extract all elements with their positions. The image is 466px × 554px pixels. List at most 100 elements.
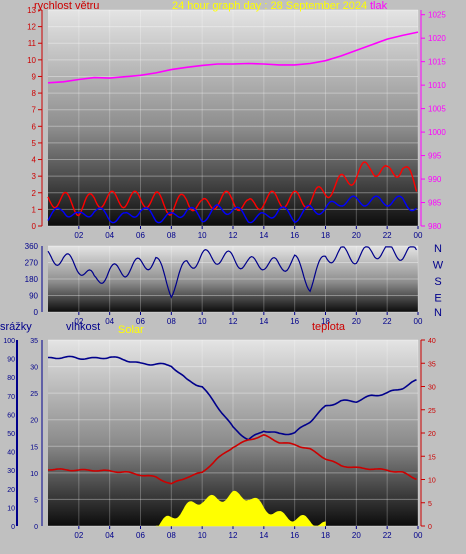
pressure-tick-label: 1005 — [428, 105, 446, 114]
temperature-tick-label: 40 — [428, 338, 436, 345]
rain-tick-label: 50 — [7, 431, 15, 438]
rain-tick-label: 80 — [7, 375, 15, 382]
direction-tick-label: 360 — [25, 242, 39, 251]
direction-xtick-label: 08 — [167, 317, 176, 326]
hum-xtick-label: 22 — [383, 531, 392, 540]
hum-xtick-label: 00 — [414, 531, 423, 540]
wind-xtick-label: 14 — [259, 231, 268, 240]
wind-speed-tick-label: 11 — [28, 39, 37, 48]
direction-xtick-label: 18 — [321, 317, 330, 326]
wind-xtick-label: 12 — [229, 231, 238, 240]
direction-tick-label: 90 — [29, 292, 38, 301]
solar-area — [155, 490, 326, 527]
hum-xtick-label: 02 — [74, 531, 83, 540]
rain-tick-label: 10 — [7, 505, 15, 512]
pressure-tick-label: 1025 — [428, 11, 446, 20]
direction-xtick-label: 10 — [198, 317, 207, 326]
wind-gust-line — [47, 161, 418, 217]
direction-tick-label: 180 — [25, 275, 39, 284]
wind-speed-tick-label: 10 — [27, 56, 36, 65]
temperature-axis-title: teplota — [312, 321, 346, 333]
wind-direction-line — [47, 246, 418, 299]
hum-xtick-label: 12 — [229, 531, 238, 540]
rain-tick-label: 0 — [11, 524, 15, 531]
plot-area — [48, 10, 418, 226]
wind-speed-tick-label: 5 — [32, 139, 37, 148]
humidity-tick-label: 20 — [30, 418, 38, 425]
rain-tick-label: 60 — [7, 412, 15, 419]
direction-tick-label: 0 — [34, 308, 39, 317]
hum-xtick-label: 16 — [290, 531, 299, 540]
wind-xtick-label: 08 — [167, 231, 176, 240]
humidity-tick-label: 30 — [30, 365, 38, 372]
rain-tick-label: 100 — [3, 338, 15, 345]
wind-speed-tick-label: 3 — [32, 172, 37, 181]
wind-xtick-label: 00 — [414, 231, 423, 240]
direction-xtick-label: 12 — [229, 317, 238, 326]
rain-axis-title: srážky — [0, 321, 32, 333]
wind-speed-line — [47, 195, 417, 224]
compass-label: S — [434, 276, 441, 288]
wind-xtick-label: 18 — [321, 231, 330, 240]
wind-speed-tick-label: 7 — [32, 106, 37, 115]
wind-speed-tick-label: 9 — [32, 72, 37, 81]
wind-xtick-label: 04 — [105, 231, 114, 240]
pressure-axis-title: tlak — [370, 0, 388, 12]
hum-xtick-label: 18 — [321, 531, 330, 540]
humidity-tick-label: 10 — [30, 471, 38, 478]
wind-speed-tick-label: 1 — [32, 205, 37, 214]
wind-speed-tick-label: 8 — [32, 89, 37, 98]
pressure-tick-label: 990 — [428, 175, 442, 184]
temperature-tick-label: 25 — [428, 408, 436, 415]
wind-speed-tick-label: 13 — [27, 6, 36, 15]
temperature-tick-label: 15 — [428, 454, 436, 461]
solar-axis-title: Solar — [118, 324, 144, 336]
hum-xtick-label: 04 — [105, 531, 114, 540]
humidity-temperature-panel: 0102030405060708090100051015202530350510… — [3, 338, 436, 540]
wind-xtick-label: 16 — [290, 231, 299, 240]
compass-label: N — [434, 243, 442, 255]
temperature-tick-label: 20 — [428, 431, 436, 438]
pressure-tick-label: 985 — [428, 199, 442, 208]
humidity-tick-label: 25 — [30, 391, 38, 398]
pressure-tick-label: 1010 — [428, 81, 446, 90]
temperature-tick-label: 30 — [428, 385, 436, 392]
pressure-line — [47, 31, 419, 84]
pressure-tick-label: 1015 — [428, 58, 446, 67]
wind-speed-tick-label: 6 — [32, 122, 37, 131]
humidity-tick-label: 0 — [34, 524, 38, 531]
direction-xtick-label: 00 — [414, 317, 423, 326]
pressure-tick-label: 995 — [428, 152, 442, 161]
hum-xtick-label: 06 — [136, 531, 145, 540]
wind-speed-axis-title: rychlost větru — [34, 0, 100, 12]
rain-tick-label: 30 — [7, 468, 15, 475]
humidity-tick-label: 35 — [30, 338, 38, 345]
hum-xtick-label: 08 — [167, 531, 176, 540]
wind-speed-tick-label: 12 — [27, 23, 36, 32]
compass-label: E — [434, 293, 441, 305]
rain-tick-label: 40 — [7, 450, 15, 457]
wind-xtick-label: 02 — [74, 231, 83, 240]
pressure-tick-label: 1020 — [428, 34, 446, 43]
direction-xtick-label: 16 — [290, 317, 299, 326]
direction-xtick-label: 22 — [383, 317, 392, 326]
humidity-line — [48, 355, 417, 441]
hum-xtick-label: 20 — [352, 531, 361, 540]
temperature-line — [47, 433, 417, 485]
hum-xtick-label: 10 — [198, 531, 207, 540]
rain-tick-label: 90 — [7, 357, 15, 364]
temperature-tick-label: 10 — [428, 478, 436, 485]
direction-tick-label: 270 — [25, 259, 39, 268]
direction-xtick-label: 14 — [259, 317, 268, 326]
wind-speed-tick-label: 4 — [32, 156, 37, 165]
wind-speed-tick-label: 2 — [32, 189, 37, 198]
wind-xtick-label: 06 — [136, 231, 145, 240]
pressure-tick-label: 1000 — [428, 128, 446, 137]
direction-xtick-label: 20 — [352, 317, 361, 326]
humidity-tick-label: 5 — [34, 497, 38, 504]
rain-tick-label: 20 — [7, 487, 15, 494]
compass-label: W — [433, 260, 444, 272]
